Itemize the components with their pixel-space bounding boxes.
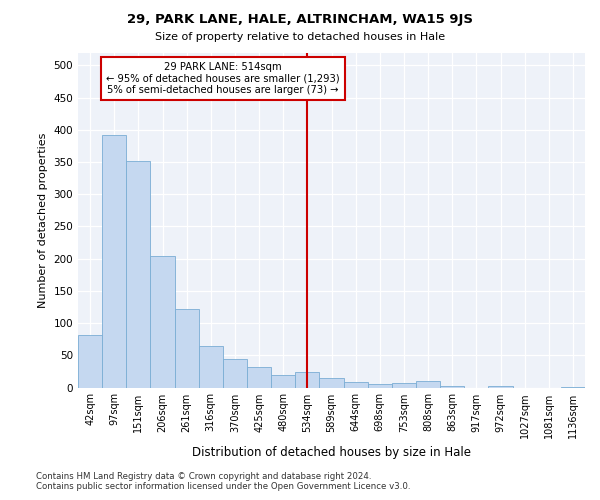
Bar xyxy=(344,382,368,388)
Bar xyxy=(488,386,512,388)
Bar xyxy=(440,386,464,388)
Bar xyxy=(151,256,175,388)
Text: Size of property relative to detached houses in Hale: Size of property relative to detached ho… xyxy=(155,32,445,42)
Bar xyxy=(271,374,295,388)
Y-axis label: Number of detached properties: Number of detached properties xyxy=(38,132,48,308)
X-axis label: Distribution of detached houses by size in Hale: Distribution of detached houses by size … xyxy=(192,446,471,459)
Bar xyxy=(199,346,223,388)
Bar xyxy=(102,135,126,388)
Text: 29 PARK LANE: 514sqm
← 95% of detached houses are smaller (1,293)
5% of semi-det: 29 PARK LANE: 514sqm ← 95% of detached h… xyxy=(106,62,340,96)
Bar xyxy=(416,381,440,388)
Bar xyxy=(295,372,319,388)
Bar xyxy=(247,367,271,388)
Bar xyxy=(78,336,102,388)
Bar xyxy=(561,387,585,388)
Bar xyxy=(368,384,392,388)
Bar xyxy=(319,378,344,388)
Text: 29, PARK LANE, HALE, ALTRINCHAM, WA15 9JS: 29, PARK LANE, HALE, ALTRINCHAM, WA15 9J… xyxy=(127,12,473,26)
Bar xyxy=(223,359,247,388)
Bar xyxy=(175,309,199,388)
Bar xyxy=(126,162,151,388)
Bar xyxy=(392,383,416,388)
Text: Contains HM Land Registry data © Crown copyright and database right 2024.
Contai: Contains HM Land Registry data © Crown c… xyxy=(36,472,410,491)
